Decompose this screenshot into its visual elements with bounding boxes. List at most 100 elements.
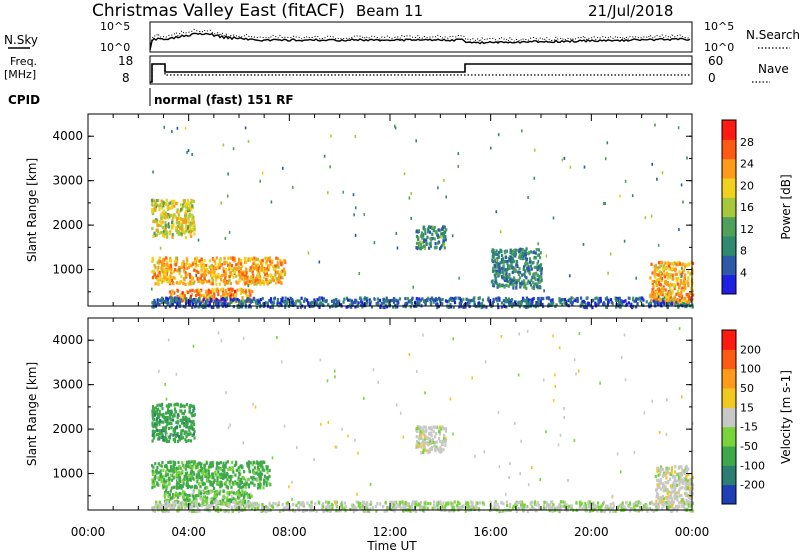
data-cell: [280, 275, 283, 279]
data-cell: [660, 277, 664, 281]
data-cell: [157, 272, 160, 276]
data-cell: [207, 477, 210, 482]
data-cell: [414, 509, 418, 514]
data-cell: [161, 226, 164, 230]
data-cell: [178, 477, 182, 481]
data-cell: [217, 466, 220, 470]
data-cell: [517, 272, 520, 276]
data-cell: [157, 259, 160, 263]
data-cell: [523, 503, 526, 507]
data-cell: [529, 507, 532, 511]
data-cell: [276, 504, 279, 508]
data-cell: [156, 204, 159, 208]
data-cell: [175, 501, 178, 505]
data-cell: [203, 259, 206, 263]
data-cell: [531, 275, 534, 280]
data-cell: [180, 492, 183, 496]
data-cell: [273, 296, 276, 300]
data-cell: [207, 467, 210, 472]
data-cell: [181, 299, 184, 303]
data-cell: [174, 461, 177, 465]
data-cell: [658, 283, 662, 287]
data-cell: [196, 277, 199, 281]
data-cell: [656, 283, 659, 287]
data-cell: [440, 427, 443, 431]
data-cell: [214, 494, 217, 498]
data-cell: [163, 416, 166, 420]
data-cell: [161, 407, 164, 411]
data-cell: [451, 505, 454, 509]
data-cell: [431, 232, 434, 236]
data-cell: [176, 208, 179, 212]
data-cell: [213, 486, 216, 490]
data-cell: [311, 300, 314, 304]
data-cell: [431, 506, 434, 510]
data-cell: [159, 273, 162, 277]
data-cell: [452, 305, 455, 309]
data-cell: [441, 227, 444, 231]
data-cell: [325, 299, 328, 303]
data-cell: [176, 201, 179, 206]
data-cell: [330, 299, 334, 303]
beam-label: Beam 11: [356, 2, 423, 20]
data-cell: [508, 303, 511, 307]
data-cell: [163, 426, 166, 430]
data-cell: [433, 444, 436, 448]
freq-tick-low: 8: [122, 71, 130, 85]
data-cell: [521, 129, 523, 133]
data-cell: [498, 268, 501, 272]
data-cell: [427, 230, 430, 234]
data-cell: [508, 258, 512, 262]
data-cell: [445, 503, 448, 507]
data-cell: [645, 504, 648, 508]
data-cell: [238, 273, 241, 277]
data-cell: [211, 276, 214, 280]
data-cell: [426, 298, 429, 302]
data-cell: [296, 305, 299, 309]
data-cell: [421, 441, 424, 445]
data-cell: [209, 461, 212, 465]
data-cell: [428, 432, 431, 436]
data-cell: [247, 485, 250, 489]
data-cell: [161, 432, 164, 436]
data-cell: [215, 298, 218, 302]
data-cell: [481, 501, 485, 505]
data-cell: [402, 509, 405, 513]
data-cell: [674, 267, 677, 271]
data-cell: [430, 434, 433, 438]
data-cell: [284, 296, 287, 300]
data-cell: [565, 302, 569, 306]
data-cell: [660, 279, 664, 283]
data-cell: [404, 297, 407, 301]
data-cell: [163, 504, 166, 508]
data-cell: [199, 289, 202, 294]
data-cell: [681, 274, 683, 278]
data-cell: [166, 214, 169, 218]
data-cell: [232, 491, 235, 495]
data-cell: [241, 492, 244, 496]
data-cell: [663, 280, 667, 284]
data-cell: [171, 226, 174, 230]
data-cell: [674, 301, 677, 305]
data-cell: [177, 232, 180, 236]
data-cell: [151, 270, 154, 274]
data-cell: [190, 264, 193, 268]
data-cell: [256, 506, 259, 510]
data-cell: [674, 299, 677, 303]
data-cell: [176, 420, 179, 424]
data-cell: [187, 498, 190, 502]
data-cell: [644, 216, 647, 220]
data-cell: [246, 495, 249, 499]
data-cell: [173, 403, 176, 407]
data-cell: [160, 199, 163, 203]
data-cell: [421, 430, 424, 434]
data-cell: [303, 297, 307, 301]
data-cell: [172, 428, 176, 432]
data-cell: [166, 422, 169, 427]
data-cell: [659, 275, 662, 279]
data-cell: [417, 236, 420, 240]
data-cell: [661, 291, 664, 295]
data-cell: [571, 300, 574, 304]
data-cell: [529, 257, 532, 261]
data-cell: [216, 289, 219, 293]
